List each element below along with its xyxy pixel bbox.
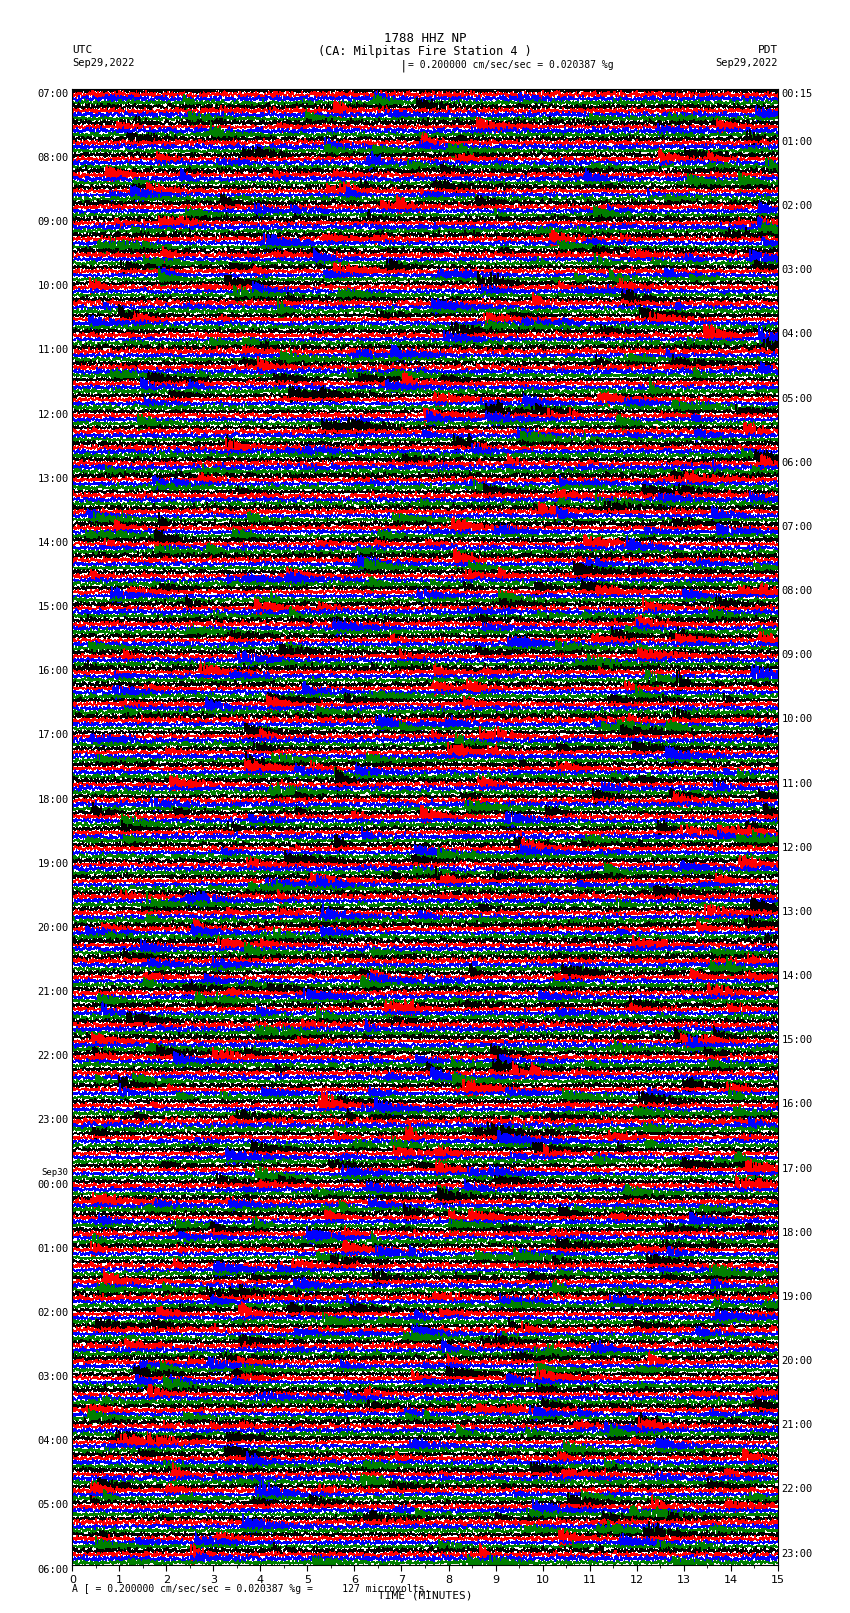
Text: 19:00: 19:00 (37, 858, 69, 869)
Text: 06:00: 06:00 (37, 1565, 69, 1574)
Text: |: | (400, 60, 407, 73)
Text: 17:00: 17:00 (37, 731, 69, 740)
Text: 11:00: 11:00 (37, 345, 69, 355)
Text: 02:00: 02:00 (781, 202, 813, 211)
Text: 01:00: 01:00 (781, 137, 813, 147)
Text: 14:00: 14:00 (37, 537, 69, 548)
Text: (CA: Milpitas Fire Station 4 ): (CA: Milpitas Fire Station 4 ) (318, 45, 532, 58)
Text: 17:00: 17:00 (781, 1163, 813, 1174)
Text: 13:00: 13:00 (37, 474, 69, 484)
Text: 21:00: 21:00 (781, 1419, 813, 1431)
Text: 23:00: 23:00 (781, 1548, 813, 1558)
Text: 04:00: 04:00 (781, 329, 813, 339)
Text: 13:00: 13:00 (781, 907, 813, 916)
Text: 00:15: 00:15 (781, 89, 813, 98)
Text: 22:00: 22:00 (781, 1484, 813, 1494)
Text: 11:00: 11:00 (781, 779, 813, 789)
Text: 07:00: 07:00 (37, 89, 69, 98)
Text: 07:00: 07:00 (781, 523, 813, 532)
Text: 20:00: 20:00 (37, 923, 69, 932)
Text: 01:00: 01:00 (37, 1244, 69, 1253)
Text: 1788 HHZ NP: 1788 HHZ NP (383, 32, 467, 45)
Text: 12:00: 12:00 (37, 410, 69, 419)
Text: 10:00: 10:00 (781, 715, 813, 724)
Text: 18:00: 18:00 (781, 1227, 813, 1237)
Text: 18:00: 18:00 (37, 795, 69, 805)
Text: PDT: PDT (757, 45, 778, 55)
Text: = 0.200000 cm/sec/sec = 0.020387 %g: = 0.200000 cm/sec/sec = 0.020387 %g (408, 60, 614, 69)
Text: Sep29,2022: Sep29,2022 (715, 58, 778, 68)
Text: 08:00: 08:00 (37, 153, 69, 163)
Text: 16:00: 16:00 (781, 1100, 813, 1110)
Text: 12:00: 12:00 (781, 842, 813, 853)
Text: 22:00: 22:00 (37, 1052, 69, 1061)
X-axis label: TIME (MINUTES): TIME (MINUTES) (377, 1590, 473, 1600)
Text: 05:00: 05:00 (37, 1500, 69, 1510)
Text: 15:00: 15:00 (781, 1036, 813, 1045)
Text: UTC: UTC (72, 45, 93, 55)
Text: 03:00: 03:00 (37, 1373, 69, 1382)
Text: 04:00: 04:00 (37, 1436, 69, 1447)
Text: 06:00: 06:00 (781, 458, 813, 468)
Text: 02:00: 02:00 (37, 1308, 69, 1318)
Text: 16:00: 16:00 (37, 666, 69, 676)
Text: 15:00: 15:00 (37, 602, 69, 611)
Text: 23:00: 23:00 (37, 1116, 69, 1126)
Text: 19:00: 19:00 (781, 1292, 813, 1302)
Text: 05:00: 05:00 (781, 394, 813, 403)
Text: 08:00: 08:00 (781, 586, 813, 597)
Text: 14:00: 14:00 (781, 971, 813, 981)
Text: 20:00: 20:00 (781, 1357, 813, 1366)
Text: 09:00: 09:00 (781, 650, 813, 660)
Text: 09:00: 09:00 (37, 218, 69, 227)
Text: Sep30: Sep30 (42, 1168, 69, 1177)
Text: 00:00: 00:00 (37, 1179, 69, 1190)
Text: A [ = 0.200000 cm/sec/sec = 0.020387 %g =     127 microvolts.: A [ = 0.200000 cm/sec/sec = 0.020387 %g … (72, 1584, 431, 1594)
Text: 03:00: 03:00 (781, 265, 813, 276)
Text: 21:00: 21:00 (37, 987, 69, 997)
Text: 10:00: 10:00 (37, 281, 69, 292)
Text: Sep29,2022: Sep29,2022 (72, 58, 135, 68)
